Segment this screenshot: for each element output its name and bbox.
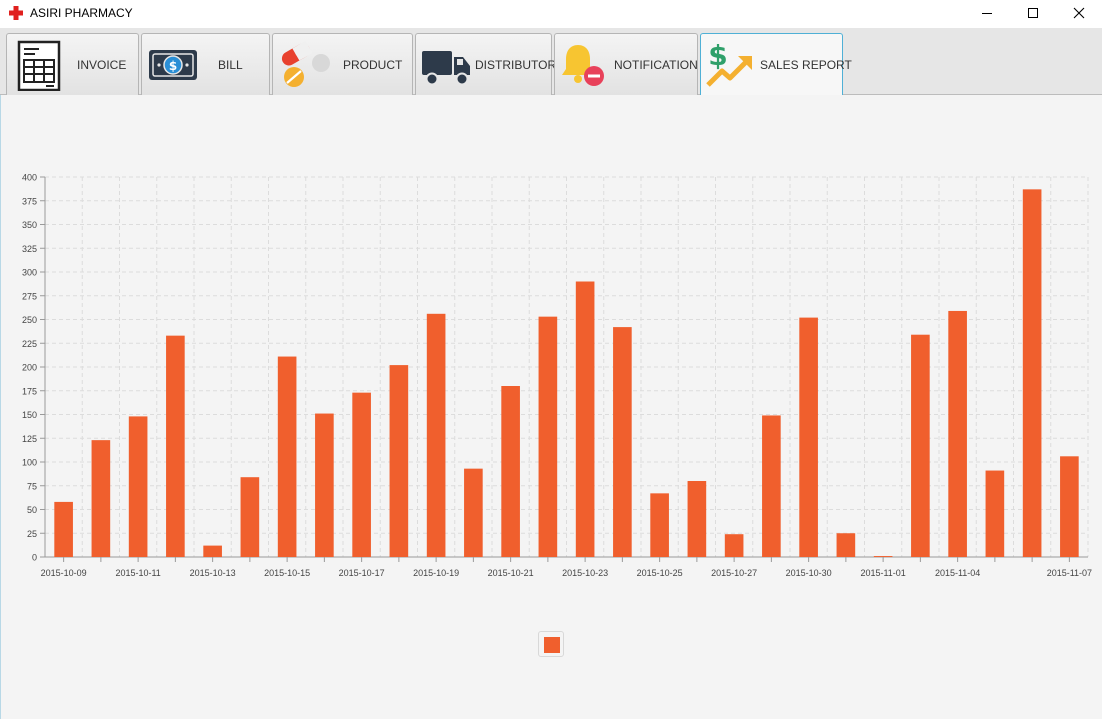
y-tick-label: 25 xyxy=(27,529,37,539)
y-tick-label: 200 xyxy=(22,363,37,373)
x-tick-label: 2015-10-23 xyxy=(562,568,608,578)
x-tick-label: 2015-10-09 xyxy=(41,568,87,578)
sales-bar-chart: 0 25 50 75 100 125 150 175 200 225 250 275 300 325 350… xyxy=(22,173,1092,579)
chart-bar xyxy=(315,413,334,557)
dollar-growth-arrow-icon: $ xyxy=(706,39,752,87)
y-tick-label: 250 xyxy=(22,315,37,325)
chart-bar xyxy=(613,327,632,557)
x-tick-label: 2015-10-27 xyxy=(711,568,757,578)
chart-bar xyxy=(687,481,707,557)
chart-bar xyxy=(836,533,856,557)
y-tick-label: 50 xyxy=(27,505,37,515)
chart-bar xyxy=(91,440,111,557)
tab-invoice-label: INVOICE xyxy=(77,58,127,72)
tab-distributor-label: DISTRIBUTOR xyxy=(475,58,557,72)
minimize-icon xyxy=(982,13,992,14)
tab-sales-report-label: SALES REPORT xyxy=(760,58,852,72)
x-tick-label: 2015-10-21 xyxy=(488,568,534,578)
y-tick-label: 325 xyxy=(22,244,37,254)
y-tick-label: 175 xyxy=(22,386,37,396)
x-tick-label: 2015-11-07 xyxy=(1047,568,1092,578)
y-tick-label: 400 xyxy=(22,173,37,183)
pills-icon xyxy=(281,40,330,87)
chart-bar xyxy=(352,392,371,557)
y-tick-label: 100 xyxy=(22,458,37,468)
x-tick-label: 2015-10-25 xyxy=(637,568,683,578)
maximize-button[interactable] xyxy=(1010,0,1056,26)
y-tick-label: 125 xyxy=(22,434,37,444)
chart-bar xyxy=(240,477,260,557)
chart-bar xyxy=(538,316,558,557)
tab-notification-label: NOTIFICATION xyxy=(614,58,698,72)
x-tick-label: 2015-10-30 xyxy=(786,568,832,578)
tab-sales-report[interactable]: $ SALES REPORT xyxy=(700,33,852,96)
x-tick-label: 2015-10-11 xyxy=(115,568,160,578)
chart-bar xyxy=(203,545,222,557)
tab-notification[interactable]: NOTIFICATION xyxy=(554,33,698,95)
y-tick-label: 350 xyxy=(22,220,37,230)
chart-bar xyxy=(277,356,297,557)
chart-bar xyxy=(650,493,669,557)
chart-bar xyxy=(948,310,967,557)
y-tick-label: 0 xyxy=(32,553,37,563)
x-tick-label: 2015-10-17 xyxy=(339,568,385,578)
svg-text:$: $ xyxy=(708,39,727,72)
delivery-truck-icon xyxy=(422,51,470,86)
tab-distributor[interactable]: DISTRIBUTOR xyxy=(415,33,556,95)
svg-text:$: $ xyxy=(169,59,177,73)
window-titlebar: ASIRI PHARMACY xyxy=(0,0,1102,28)
y-tick-label: 150 xyxy=(22,410,37,420)
close-button[interactable] xyxy=(1056,0,1102,26)
x-tick-label: 2015-10-19 xyxy=(413,568,459,578)
chart-bar xyxy=(1022,189,1042,557)
chart-bar xyxy=(873,556,893,557)
chart-bar xyxy=(54,501,73,557)
x-tick-label: 2015-11-01 xyxy=(860,568,905,578)
chart-bar xyxy=(166,335,185,557)
bell-minus-icon xyxy=(562,45,604,86)
banknote-dollar-icon: $ xyxy=(149,50,197,80)
x-tick-label: 2015-11-04 xyxy=(935,568,980,578)
x-tick-label: 2015-10-15 xyxy=(264,568,310,578)
chart-bar xyxy=(426,313,446,557)
chart-bar xyxy=(501,386,520,557)
medical-cross-icon xyxy=(9,6,23,20)
chart-bar xyxy=(799,317,818,557)
chart-bar xyxy=(128,416,148,557)
chart-bar xyxy=(464,468,483,557)
legend-swatch xyxy=(544,637,560,653)
tab-bill-label: BILL xyxy=(218,58,243,72)
chart-bar xyxy=(389,365,409,557)
y-tick-label: 275 xyxy=(22,291,37,301)
chart-bar xyxy=(724,534,744,557)
chart-bar xyxy=(1060,456,1079,557)
chart-bar xyxy=(985,470,1005,557)
invoice-document-icon xyxy=(17,40,61,91)
tab-bill[interactable]: $ BILL xyxy=(141,33,270,95)
legend-item xyxy=(538,631,564,657)
chart-bar xyxy=(575,281,595,557)
y-tick-label: 300 xyxy=(22,268,37,278)
x-tick-label: 2015-10-13 xyxy=(190,568,236,578)
tab-product[interactable]: PRODUCT xyxy=(272,33,413,95)
tab-invoice[interactable]: INVOICE xyxy=(6,33,139,95)
tab-product-label: PRODUCT xyxy=(343,58,403,72)
minimize-button[interactable] xyxy=(964,0,1010,26)
maximize-icon xyxy=(1028,8,1038,18)
y-tick-label: 225 xyxy=(22,339,37,349)
chart-bar xyxy=(911,334,930,557)
window-title: ASIRI PHARMACY xyxy=(30,6,133,20)
chart-bar xyxy=(762,415,781,557)
y-tick-label: 75 xyxy=(27,481,37,491)
sales-report-panel: 0 25 50 75 100 125 150 175 200 225 250 275 300 325 350… xyxy=(0,95,1102,719)
y-tick-label: 375 xyxy=(22,196,37,206)
main-tab-bar: INVOICE $ BILL PRODUCT xyxy=(0,28,1102,96)
close-icon xyxy=(1073,7,1085,19)
